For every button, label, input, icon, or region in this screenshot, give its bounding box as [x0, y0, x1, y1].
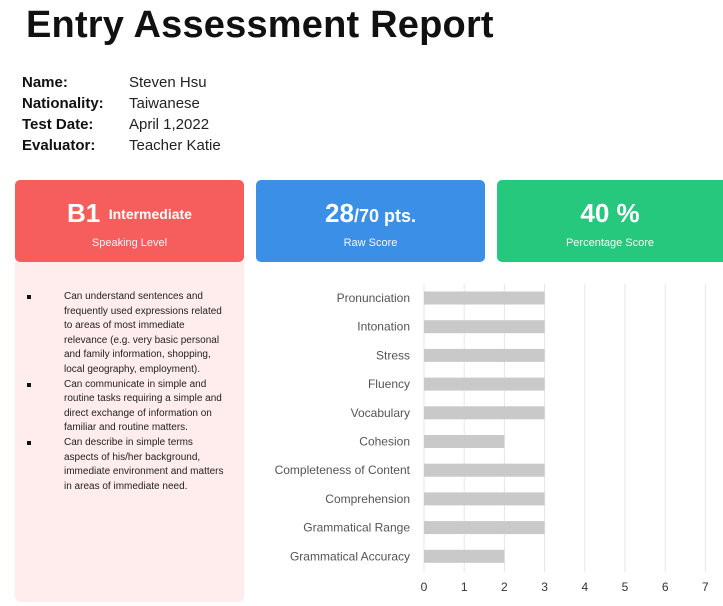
bar — [424, 291, 545, 305]
category-label: Pronunciation — [337, 291, 410, 305]
info-row-name: Name: Steven Hsu — [22, 72, 322, 93]
percentage-score-card: 40 % Percentage Score — [497, 180, 723, 262]
level-name: Intermediate — [108, 206, 192, 222]
descriptor-item: Can describe in simple terms aspects of … — [24, 436, 224, 494]
evaluator-value: Teacher Katie — [129, 137, 221, 154]
bar — [424, 521, 545, 535]
bar — [424, 377, 545, 391]
bar — [424, 348, 545, 362]
x-tick-label: 7 — [702, 580, 709, 594]
bar — [424, 406, 545, 420]
percentage-value: 40 % — [580, 198, 640, 228]
category-label: Fluency — [368, 377, 410, 391]
bar — [424, 492, 545, 506]
category-label: Cohesion — [359, 435, 410, 449]
raw-score-card: 28/70 pts. Raw Score — [256, 180, 485, 262]
x-tick-label: 1 — [461, 580, 468, 594]
report-title: Entry Assessment Report — [26, 4, 494, 46]
x-tick-label: 4 — [581, 580, 588, 594]
bar — [424, 463, 545, 477]
x-tick-label: 3 — [541, 580, 548, 594]
level-code: B1 — [67, 198, 101, 228]
category-label: Grammatical Range — [303, 521, 410, 535]
x-tick-label: 5 — [622, 580, 629, 594]
descriptor-item: Can understand sentences and frequently … — [24, 290, 224, 378]
evaluator-label: Evaluator: — [22, 137, 96, 154]
speaking-level-card: B1 Intermediate Speaking Level — [15, 180, 244, 262]
nationality-value: Taiwanese — [129, 95, 200, 112]
bar — [424, 435, 505, 448]
x-tick-label: 2 — [501, 580, 508, 594]
skills-bar-chart: 0 1 2 3 4 5 6 7 Pronunciation Intonation Stress Flu… — [275, 284, 709, 594]
category-label: Comprehension — [325, 492, 410, 506]
raw-score-value: 28 — [325, 198, 354, 228]
name-value: Steven Hsu — [129, 74, 207, 91]
percentage-caption: Percentage Score — [565, 237, 655, 249]
test-date-label: Test Date: — [22, 116, 94, 133]
category-label: Grammatical Accuracy — [290, 549, 410, 563]
raw-score-total: /70 pts. — [353, 206, 416, 226]
category-label: Completeness of Content — [275, 463, 411, 477]
level-descriptors-list: Can understand sentences and frequently … — [24, 290, 224, 494]
test-date-value: April 1,2022 — [129, 116, 210, 133]
nationality-label: Nationality: — [22, 95, 104, 112]
level-caption: Speaking Level — [91, 237, 168, 249]
student-info: Name: Steven Hsu Nationality: Taiwanese … — [22, 72, 322, 156]
raw-score-caption: Raw Score — [343, 237, 398, 249]
descriptor-item: Can communicate in simple and routine ta… — [24, 378, 224, 436]
x-tick-label: 0 — [421, 580, 428, 594]
info-row-nationality: Nationality: Taiwanese — [22, 93, 322, 114]
name-label: Name: — [22, 74, 68, 91]
x-tick-label: 6 — [662, 580, 669, 594]
bar — [424, 549, 505, 563]
category-label: Intonation — [357, 320, 410, 334]
category-label: Stress — [376, 348, 410, 362]
category-label: Vocabulary — [351, 406, 410, 420]
level-description-panel — [15, 262, 244, 602]
info-row-evaluator: Evaluator: Teacher Katie — [22, 135, 322, 156]
info-row-test-date: Test Date: April 1,2022 — [22, 114, 322, 135]
bar — [424, 320, 545, 334]
